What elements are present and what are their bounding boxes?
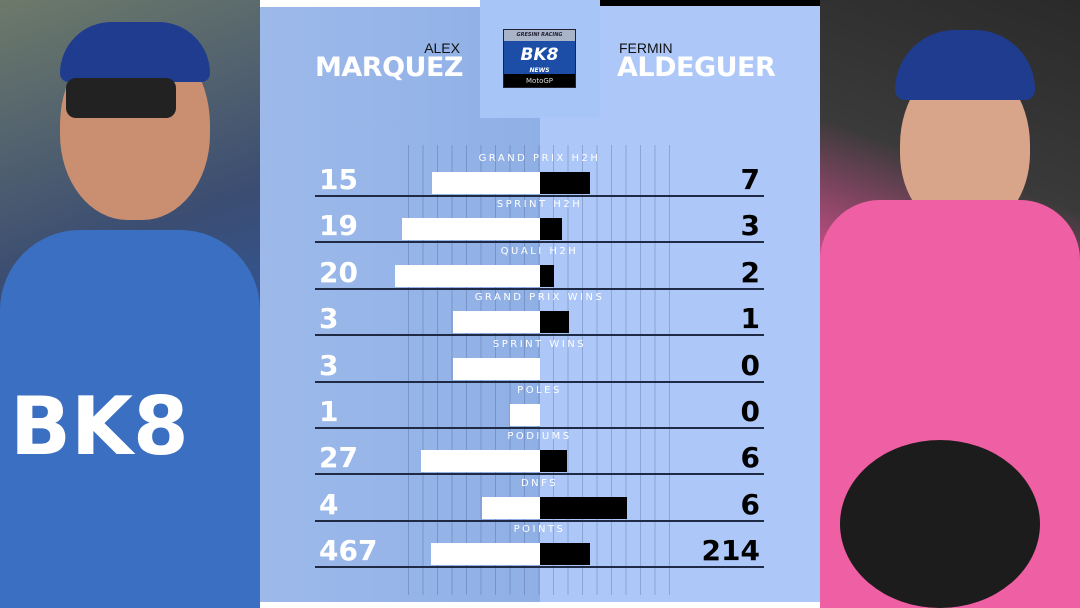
- right-value: 6: [740, 441, 760, 475]
- left-value: 27: [319, 441, 358, 475]
- stat-row: POINTS 467 214: [315, 522, 764, 569]
- stat-label: SPRINT H2H: [496, 199, 583, 211]
- left-bar: [453, 311, 540, 334]
- right-value: 3: [740, 209, 760, 243]
- left-value: 1: [319, 395, 339, 428]
- row-divider: [315, 380, 764, 383]
- left-value: 467: [319, 534, 378, 568]
- row-divider: [315, 334, 764, 337]
- row-divider: [315, 519, 764, 522]
- row-divider: [315, 241, 764, 244]
- top-accent-black: [600, 0, 820, 6]
- right-bar: [540, 450, 567, 473]
- right-rider-last-name: ALDEGUER: [617, 52, 776, 83]
- left-value: 3: [319, 302, 339, 336]
- stat-row: SPRINT H2H 19 3: [315, 197, 764, 244]
- stat-label: SPRINT WINS: [492, 338, 587, 350]
- right-value: 0: [740, 348, 760, 382]
- photo-fermin-aldeguer: [820, 0, 1080, 608]
- stat-row: DNFS 4 6: [315, 476, 764, 522]
- right-value: 1: [740, 302, 760, 336]
- row-divider: [315, 287, 764, 290]
- left-bar: [432, 172, 540, 194]
- stat-row: QUALI H2H 20 2: [315, 244, 764, 290]
- right-bar: [540, 496, 627, 519]
- right-value: 6: [740, 487, 760, 521]
- row-divider: [315, 473, 764, 476]
- left-bar: [453, 357, 540, 380]
- stat-row: PODIUMS 27 6: [315, 429, 764, 476]
- left-value: 4: [319, 487, 339, 521]
- left-bar: [401, 218, 540, 241]
- stat-label: POINTS: [513, 524, 566, 536]
- left-bar: [510, 404, 540, 426]
- stat-label: QUALI H2H: [500, 245, 579, 257]
- stat-label: PODIUMS: [507, 431, 572, 443]
- right-value: 7: [740, 163, 760, 196]
- stat-row: SPRINT WINS 3 0: [315, 337, 764, 383]
- stat-label: POLES: [517, 385, 562, 396]
- stat-label: DNFS: [520, 477, 559, 489]
- left-rider-last-name: MARQUEZ: [315, 52, 463, 83]
- left-value: 3: [319, 348, 339, 382]
- top-accent-white: [260, 0, 480, 7]
- left-bar: [395, 264, 540, 287]
- row-divider: [315, 427, 764, 429]
- left-rider-first-name: ALEX: [424, 40, 460, 56]
- left-bar: [430, 543, 540, 566]
- right-bar: [540, 264, 555, 287]
- left-value: 20: [319, 255, 358, 289]
- row-divider: [315, 195, 764, 197]
- stat-label: GRAND PRIX H2H: [478, 153, 601, 164]
- stat-row: GRAND PRIX H2H 15 7: [315, 151, 764, 197]
- right-value: 0: [740, 395, 760, 428]
- row-divider: [315, 566, 764, 569]
- stat-row: GRAND PRIX WINS 3 1: [315, 290, 764, 337]
- stat-row: POLES 1 0: [315, 383, 764, 429]
- right-bar: [540, 311, 569, 334]
- left-value: 15: [319, 163, 358, 196]
- left-bar: [420, 450, 540, 473]
- right-bar: [540, 172, 591, 194]
- photo-alex-marquez: BK8: [0, 0, 260, 608]
- stat-label: GRAND PRIX WINS: [474, 292, 605, 304]
- right-rider-first-name: FERMIN: [619, 40, 673, 56]
- team-logo: GRESINI RACING BK8 NEWS MotoGP: [503, 29, 576, 88]
- right-value: 214: [701, 534, 760, 568]
- right-bar: [540, 543, 590, 566]
- left-value: 19: [319, 209, 358, 243]
- right-bar: [540, 218, 562, 241]
- left-bar: [482, 496, 540, 519]
- right-value: 2: [740, 255, 760, 289]
